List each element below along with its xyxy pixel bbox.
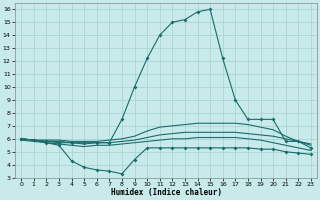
X-axis label: Humidex (Indice chaleur): Humidex (Indice chaleur) bbox=[110, 188, 221, 197]
